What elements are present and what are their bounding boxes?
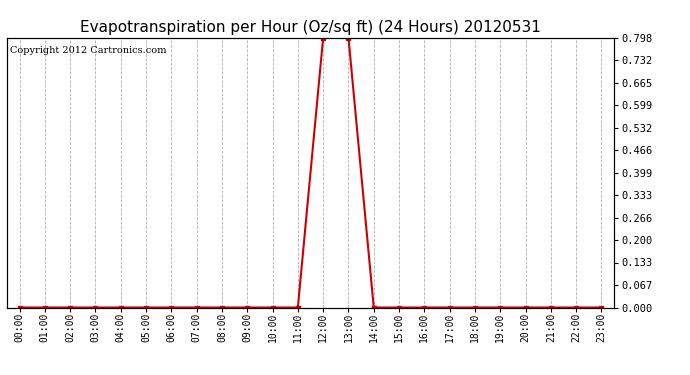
Title: Evapotranspiration per Hour (Oz/sq ft) (24 Hours) 20120531: Evapotranspiration per Hour (Oz/sq ft) (… [80,20,541,35]
Text: Copyright 2012 Cartronics.com: Copyright 2012 Cartronics.com [10,46,166,55]
